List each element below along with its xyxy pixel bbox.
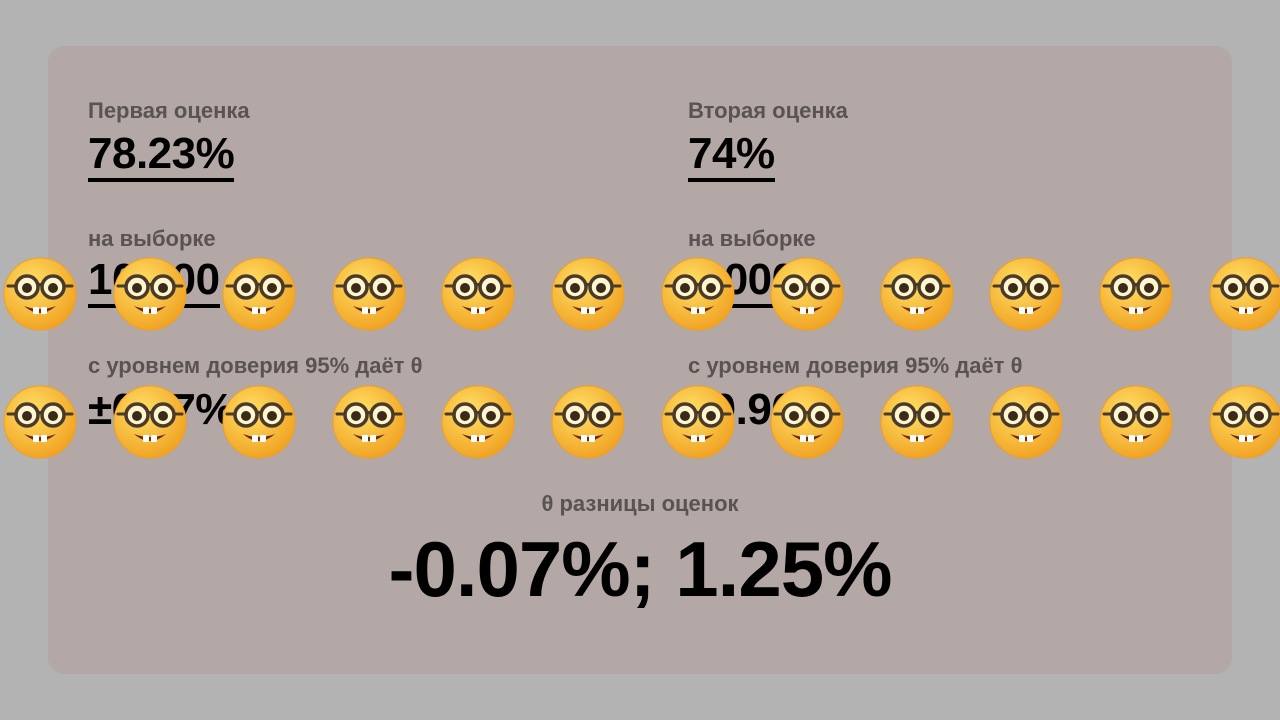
first-sample-label: на выборке bbox=[88, 226, 216, 251]
emoji-overlay-row-1 bbox=[0, 256, 1280, 336]
nerd-face-emoji-icon bbox=[551, 385, 625, 459]
nerd-face-emoji-icon bbox=[770, 385, 844, 459]
nerd-face-emoji-icon bbox=[441, 385, 515, 459]
nerd-face-emoji-icon bbox=[880, 385, 954, 459]
second-confidence-label: с уровнем доверия 95% даёт θ bbox=[688, 353, 1023, 378]
difference-value: -0.07%; 1.25% bbox=[388, 525, 893, 613]
nerd-face-emoji-icon bbox=[222, 257, 296, 331]
nerd-face-emoji-icon bbox=[1099, 385, 1173, 459]
nerd-face-emoji-icon bbox=[551, 257, 625, 331]
nerd-face-emoji-icon bbox=[332, 257, 406, 331]
emoji-overlay-row-2 bbox=[0, 384, 1280, 464]
difference-label: θ разницы оценок bbox=[541, 491, 739, 516]
first-estimate-value[interactable]: 78.23% bbox=[88, 132, 235, 182]
second-estimate-title: Вторая оценка bbox=[688, 98, 848, 123]
nerd-face-emoji-icon bbox=[441, 257, 515, 331]
nerd-face-emoji-icon bbox=[3, 385, 77, 459]
nerd-face-emoji-icon bbox=[3, 257, 77, 331]
nerd-face-emoji-icon bbox=[989, 257, 1063, 331]
nerd-face-emoji-icon bbox=[222, 385, 296, 459]
nerd-face-emoji-icon bbox=[1099, 257, 1173, 331]
nerd-face-emoji-icon bbox=[1209, 385, 1280, 459]
first-confidence-label: с уровнем доверия 95% даёт θ bbox=[88, 353, 423, 378]
nerd-face-emoji-icon bbox=[989, 385, 1063, 459]
nerd-face-emoji-icon bbox=[332, 385, 406, 459]
estimates-card: Первая оценка 78.23% на выборке 10 000 с… bbox=[48, 46, 1232, 674]
nerd-face-emoji-icon bbox=[661, 385, 735, 459]
second-sample-label: на выборке bbox=[688, 226, 816, 251]
nerd-face-emoji-icon bbox=[113, 385, 187, 459]
nerd-face-emoji-icon bbox=[880, 257, 954, 331]
nerd-face-emoji-icon bbox=[661, 257, 735, 331]
nerd-face-emoji-icon bbox=[113, 257, 187, 331]
second-estimate-value[interactable]: 74% bbox=[688, 132, 775, 182]
nerd-face-emoji-icon bbox=[770, 257, 844, 331]
nerd-face-emoji-icon bbox=[1209, 257, 1280, 331]
first-estimate-title: Первая оценка bbox=[88, 98, 250, 123]
